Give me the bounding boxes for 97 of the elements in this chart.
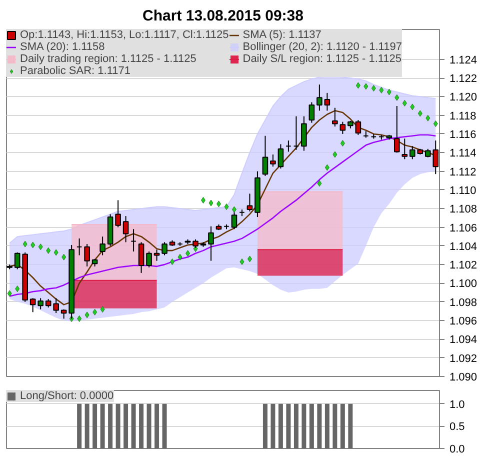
y-tick-label: 1.110 [450,184,476,197]
y-tick-label: 1.122 [450,73,478,86]
point [224,203,229,210]
legend-label: Op:1.1143, Hi:1.1153, Lo:1.1117, Cl:1.1125 [20,29,229,41]
point [15,286,20,292]
candlestick [316,84,322,112]
point [46,247,51,254]
point [426,114,430,122]
candlestick [14,252,20,270]
point [240,258,244,266]
candlestick [270,154,276,168]
candlestick [60,308,67,320]
candlestick [100,236,106,256]
candlestick [301,116,307,152]
point [84,312,90,318]
y-tick-label: 1.100 [450,278,478,290]
candlestick [402,138,408,160]
candlestick [394,105,400,154]
candlestick [293,116,300,150]
candlestick [122,216,129,243]
point [22,240,28,248]
point [54,249,58,256]
candlestick [278,144,284,169]
point [62,254,66,260]
point [186,250,190,257]
candlestick [324,92,330,112]
y-tick-label: 1.114 [450,148,476,160]
candlestick [30,298,36,313]
candlestick [308,102,315,124]
y-tick-label: 1.092 [450,352,478,365]
y-tick-label: 1.094 [450,334,478,346]
legend-label: SMA (5): 1.1137 [242,29,322,41]
point [317,180,322,187]
point [340,140,345,147]
candlestick [84,244,90,267]
legend-label: Parabolic SAR: 1.1171 [20,65,130,77]
line-series [8,134,436,297]
y-tick-label: 1.106 [450,222,478,234]
candlestick [138,242,144,274]
point [410,104,415,110]
y-tick-label: 1.098 [450,296,478,309]
y-tick-label: 0.5 [450,421,465,434]
point [332,151,338,158]
y-tick-label: 1.104 [450,240,478,253]
point [247,256,252,262]
point [324,164,330,171]
candlestick [162,242,168,256]
point [30,242,36,248]
y-tick-label: 1.108 [450,204,478,216]
candlestick [38,298,44,310]
candlestick [340,121,346,134]
point [356,82,360,89]
y-tick-label: 1.096 [450,316,478,328]
candlestick [146,251,152,268]
legend-label: Daily S/L region: 1.1125 - 1.1125 [242,53,402,65]
legend-label: Daily trading region: 1.1125 - 1.1125 [20,53,196,65]
point [38,244,43,250]
point [232,206,236,213]
candlestick [286,140,292,152]
y-tick-label: 0.0 [450,444,465,456]
candlestick [262,135,268,176]
point [394,94,400,101]
point [100,306,105,313]
y-tick-label: 1.124 [450,54,478,66]
candlestick [246,193,253,212]
point [216,200,221,208]
candlestick [355,119,362,136]
candlestick [76,238,82,256]
y-tick-label: 1.112 [450,166,476,178]
candlestick [332,107,338,128]
point [433,120,438,127]
point [418,110,422,117]
point [386,88,392,96]
point [7,290,12,297]
point [208,200,214,206]
chart-title: Chart 13.08.2015 09:38 [142,8,304,24]
y-tick-label: 1.120 [450,92,478,104]
candlestick [208,226,214,262]
y-tick-label: 1.116 [450,128,476,141]
candlestick [53,298,59,314]
y-tick-label: 1.118 [450,110,476,122]
y-tick-label: 1.0 [450,398,465,411]
point [178,254,182,260]
y-tick-label: 1.102 [450,260,478,272]
point [371,85,376,92]
point [402,100,407,106]
legend-label: Bollinger (20, 2): 1.1120 - 1.1197 [242,41,402,53]
point [364,83,368,90]
point [77,315,82,322]
point [170,258,175,266]
legend-label: SMA (20): 1.1158 [20,41,105,53]
point [379,86,384,94]
y-tick-label: 1.090 [450,372,478,384]
point [92,308,98,316]
legend-label: Long/Short: 0.0000 [20,390,114,402]
candlestick [130,228,136,252]
candlestick [115,200,121,228]
